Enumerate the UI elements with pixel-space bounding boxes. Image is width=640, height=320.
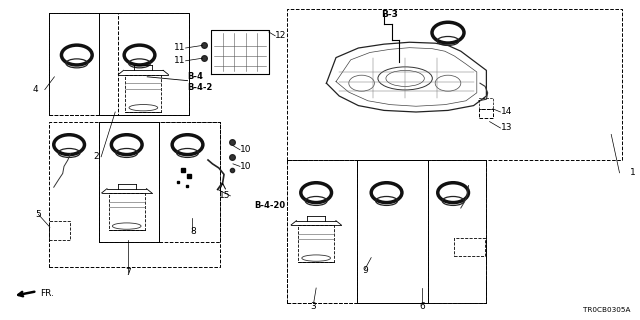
Text: 5: 5 <box>36 210 41 219</box>
Text: 10: 10 <box>240 145 252 154</box>
Text: FR.: FR. <box>40 289 54 298</box>
Text: 2: 2 <box>93 152 99 161</box>
Text: 13: 13 <box>500 124 512 132</box>
Text: B-4-2: B-4-2 <box>188 83 213 92</box>
Text: 12: 12 <box>275 31 287 40</box>
Text: 7: 7 <box>125 268 131 277</box>
Text: 14: 14 <box>500 108 512 116</box>
Text: 9: 9 <box>362 266 367 275</box>
Text: TR0CB0305A: TR0CB0305A <box>583 307 630 313</box>
Text: B-4-20: B-4-20 <box>255 201 286 210</box>
Text: 10: 10 <box>240 162 252 171</box>
Text: 4: 4 <box>33 85 38 94</box>
Text: 11: 11 <box>174 44 186 52</box>
Text: 3: 3 <box>311 302 316 311</box>
Text: 6: 6 <box>420 302 425 311</box>
Text: 15: 15 <box>219 191 230 200</box>
Text: B-3: B-3 <box>381 10 397 19</box>
Text: 1: 1 <box>630 168 636 177</box>
Text: B-4: B-4 <box>188 72 204 81</box>
Text: 11: 11 <box>174 56 186 65</box>
Text: 8: 8 <box>191 227 196 236</box>
